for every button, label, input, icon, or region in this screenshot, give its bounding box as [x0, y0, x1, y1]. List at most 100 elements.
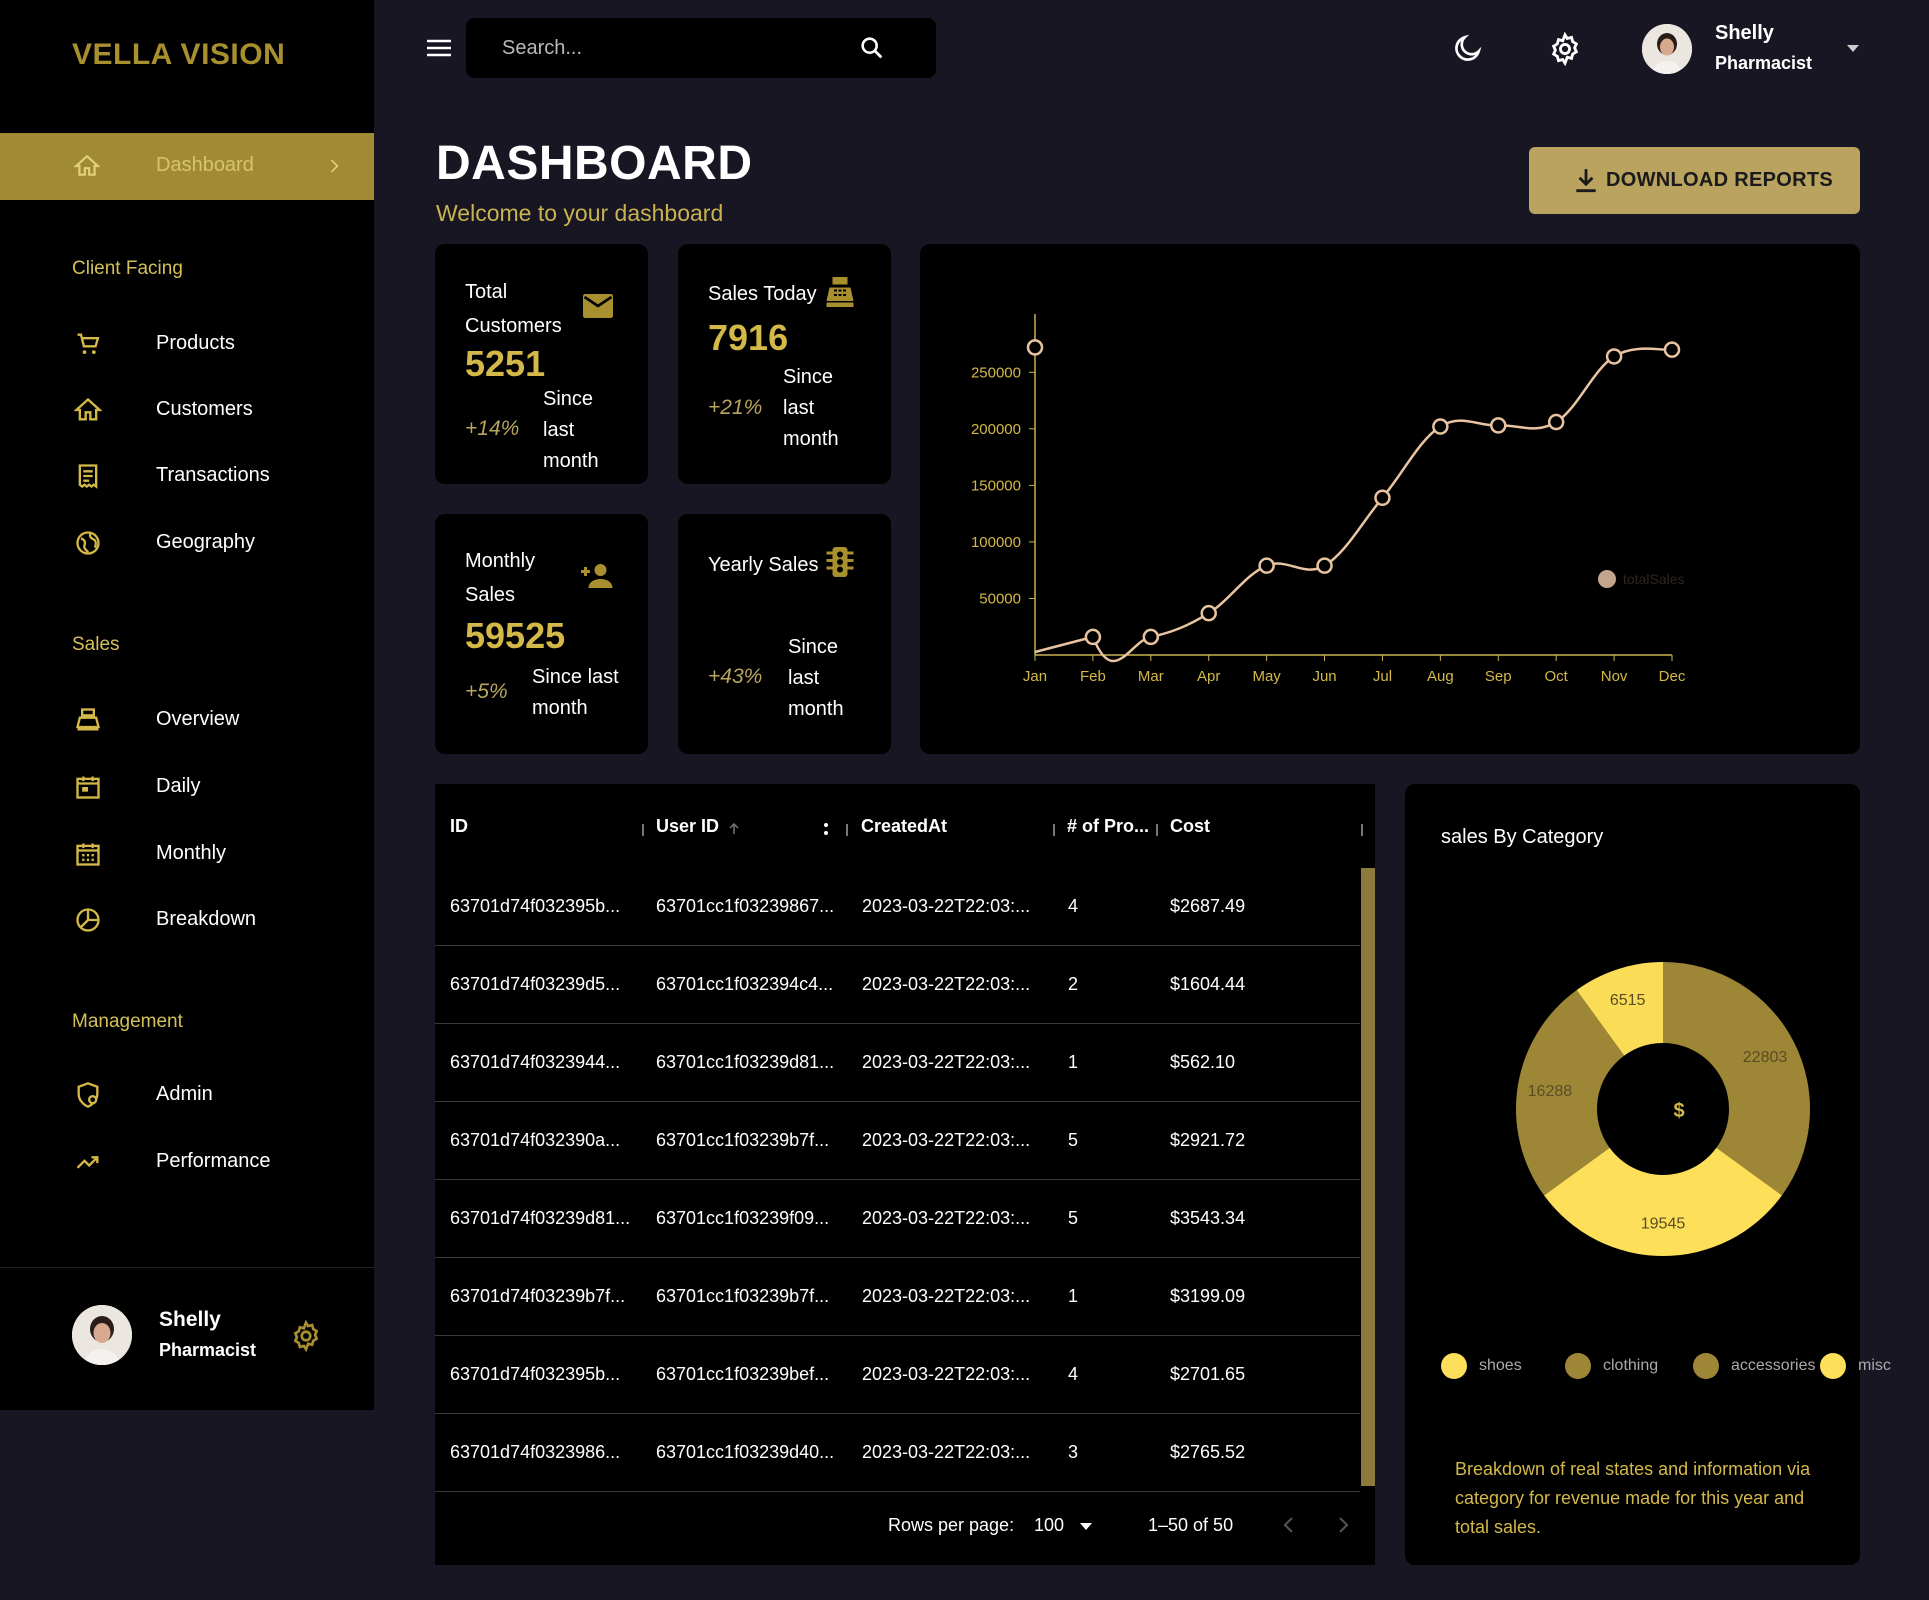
rows-per-page-dropdown-icon[interactable] — [1078, 1520, 1094, 1532]
column-separator[interactable] — [1361, 824, 1363, 836]
table-cell-cost: $2701.65 — [1170, 1364, 1246, 1384]
column-header-id[interactable]: ID — [450, 816, 468, 836]
table-cell-cost: $3543.34 — [1170, 1208, 1246, 1228]
column-separator[interactable] — [846, 824, 848, 836]
sidebar-item-admin[interactable]: Admin — [0, 1073, 374, 1117]
x-tick-label: Dec — [1659, 668, 1686, 685]
column-separator[interactable] — [642, 824, 644, 836]
sidebar-item-label: Geography — [156, 531, 255, 553]
sidebar-item-label: Monthly — [156, 842, 227, 864]
table-cell-cost: $562.10 — [1170, 1052, 1236, 1072]
data-point-aug — [1432, 418, 1449, 435]
table-cell-created-at: 2023-03-22T22:03:... — [862, 1286, 1031, 1306]
table-row[interactable]: 63701d74f0323986... 63701cc1f03239d40... 2… — [435, 1414, 1360, 1492]
x-tick-label: Oct — [1545, 668, 1569, 685]
sidebar-item-performance[interactable]: Performance — [0, 1140, 374, 1184]
gear-icon[interactable] — [290, 1320, 322, 1352]
settings-gear-icon[interactable] — [1548, 32, 1582, 66]
table-row[interactable]: 63701d74f032395b... 63701cc1f03239867... 2… — [435, 868, 1360, 946]
search-bar — [466, 18, 936, 78]
data-point-nov — [1605, 348, 1623, 365]
table-cell-user-id: 63701cc1f032394c4... — [656, 974, 834, 994]
sort-icon[interactable] — [726, 822, 742, 836]
table-row[interactable]: 63701d74f03239d81... 63701cc1f03239f09...… — [435, 1180, 1360, 1258]
table-row[interactable]: 63701d74f032395b... 63701cc1f03239bef... 2… — [435, 1336, 1360, 1414]
chevron-down-icon[interactable] — [1845, 42, 1861, 54]
table-cell-id: 63701d74f0323944... — [450, 1052, 621, 1072]
globe-icon — [76, 531, 100, 555]
data-point-may — [1258, 557, 1275, 574]
table-cell-products: 4 — [1068, 896, 1079, 916]
brand-logo[interactable]: VELLA VISION — [72, 38, 286, 71]
next-page-icon[interactable] — [1334, 1514, 1352, 1536]
table-cell-products: 1 — [1068, 1286, 1079, 1306]
table-cell-products: 3 — [1068, 1442, 1079, 1462]
table-scrollbar[interactable] — [1361, 868, 1375, 1486]
table-cell-cost: $2687.49 — [1170, 896, 1246, 916]
cash-register-icon — [76, 708, 100, 731]
sidebar-item-daily[interactable]: Daily — [0, 765, 374, 809]
table-cell-user-id: 63701cc1f03239d40... — [656, 1442, 835, 1462]
y-tick-label: 100000 — [971, 534, 1021, 551]
table-cell-created-at: 2023-03-22T22:03:... — [862, 1052, 1031, 1072]
sidebar-item-geography[interactable]: Geography — [0, 521, 374, 565]
pie-chart-svg: 22803 19545 16288 6515 $ — [1516, 962, 1810, 1256]
email-icon — [583, 294, 613, 318]
stat-title: Sales Today — [708, 283, 817, 305]
stat-percent: +21% — [708, 396, 763, 419]
sidebar-item-dashboard[interactable]: Dashboard — [0, 133, 374, 200]
pie-description: Breakdown of real states and information… — [1455, 1459, 1811, 1537]
pie-slice-misc — [1516, 990, 1625, 1196]
table-cell-products: 5 — [1068, 1130, 1079, 1150]
stat-since-3: month — [543, 450, 599, 472]
traffic-icon — [826, 547, 854, 577]
table-row[interactable]: 63701d74f0323944... 63701cc1f03239d81... 2… — [435, 1024, 1360, 1102]
column-header-created-at[interactable]: CreatedAt — [861, 816, 948, 836]
column-separator[interactable] — [1156, 824, 1158, 836]
pie-slice-accessories — [1544, 1147, 1782, 1256]
sidebar-item-transactions[interactable]: Transactions — [0, 454, 374, 498]
column-menu-icon[interactable] — [821, 820, 831, 838]
search-icon[interactable] — [858, 34, 886, 62]
stat-percent: +14% — [465, 417, 520, 440]
pie-chart-title: sales By Category — [1441, 826, 1604, 848]
previous-page-icon[interactable] — [1280, 1514, 1298, 1536]
column-header-products[interactable]: # of Pro... — [1067, 816, 1150, 836]
rows-per-page-select[interactable]: 100 — [1034, 1515, 1065, 1535]
search-input[interactable] — [502, 34, 832, 62]
menu-icon[interactable] — [425, 36, 453, 60]
x-tick-label: Jun — [1312, 668, 1336, 685]
stat-title: Sales — [465, 584, 516, 606]
table-row[interactable]: 63701d74f03239d5... 63701cc1f032394c4... 2… — [435, 946, 1360, 1024]
legend-swatch — [1820, 1353, 1846, 1379]
table-cell-id: 63701d74f0323986... — [450, 1442, 621, 1462]
sidebar-item-products[interactable]: Products — [0, 322, 374, 366]
table-cell-id: 63701d74f032390a... — [450, 1130, 621, 1150]
stat-title: Yearly Sales — [708, 554, 819, 576]
sidebar-item-monthly[interactable]: Monthly — [0, 832, 374, 876]
table-row[interactable]: 63701d74f03239b7f... 63701cc1f03239b7f...… — [435, 1258, 1360, 1336]
profile-name[interactable]: Shelly — [1715, 22, 1774, 44]
data-point-mar — [1142, 628, 1160, 646]
download-reports-button[interactable]: DOWNLOAD REPORTS — [1529, 147, 1860, 214]
x-tick-label: Apr — [1197, 668, 1220, 685]
profile-role[interactable]: Pharmacist — [1715, 53, 1813, 73]
stat-card-monthly-sales: Monthly Sales 59525 +5% Since last month — [435, 514, 648, 754]
sidebar-item-customers[interactable]: Customers — [0, 388, 374, 432]
pie-slice-shoes — [1576, 962, 1663, 1056]
sidebar-item-overview[interactable]: Overview — [0, 698, 374, 742]
y-tick-label: 50000 — [979, 590, 1021, 607]
column-header-cost[interactable]: Cost — [1170, 816, 1210, 836]
trending-up-icon — [76, 1156, 99, 1169]
data-point-feb — [1084, 628, 1102, 646]
shopping-cart-icon — [77, 333, 100, 355]
section-title-client-facing: Client Facing — [72, 258, 183, 279]
profile-avatar[interactable] — [1642, 24, 1692, 74]
column-header-user-id[interactable]: User ID — [656, 816, 720, 836]
line-chart-svg: 50000 100000 150000 200000 250000 Jan Feb Mar Ap… — [971, 314, 1686, 685]
avatar[interactable] — [72, 1305, 132, 1365]
column-separator[interactable] — [1053, 824, 1055, 836]
dark-mode-moon-icon[interactable] — [1452, 32, 1484, 64]
table-row[interactable]: 63701d74f032390a... 63701cc1f03239b7f... 2… — [435, 1102, 1360, 1180]
sidebar-item-breakdown[interactable]: Breakdown — [0, 898, 374, 942]
